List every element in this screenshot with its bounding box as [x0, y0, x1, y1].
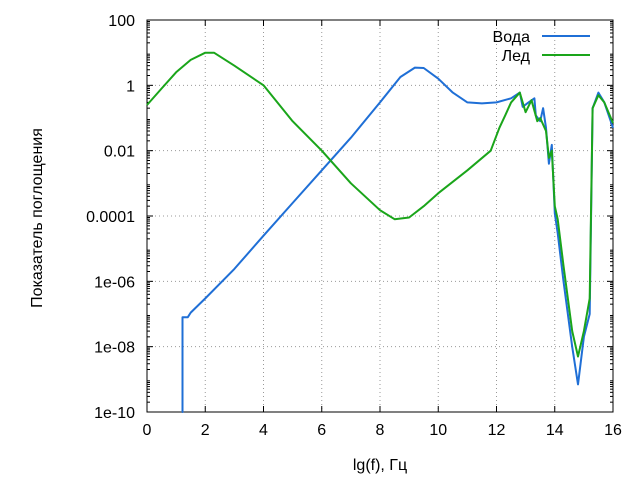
- series-layer: [146, 51, 614, 413]
- x-tick-label: 12: [488, 422, 506, 439]
- x-tick-label: 6: [317, 422, 326, 439]
- legend: Вода Лед: [493, 29, 590, 65]
- x-tick-label: 8: [376, 422, 385, 439]
- series-line-ice: [146, 51, 614, 358]
- x-tick-label: 16: [604, 422, 622, 439]
- x-axis-label: lg(f), Гц: [353, 457, 407, 474]
- y-tick-label: 1e-08: [94, 340, 135, 357]
- y-tick-label: 1e-06: [94, 274, 135, 291]
- series-line-water: [181, 66, 614, 413]
- grid: [147, 20, 613, 412]
- axis-ticks: 0 2 4 6 8 10 12 14 16 1e-10 1e-08 1e-06 0.0001 0.01 1 1…: [86, 13, 622, 439]
- y-axis-label: Показатель поглощения: [29, 128, 46, 308]
- y-tick-label: 0.01: [104, 144, 135, 161]
- y-tick-label: 100: [108, 13, 135, 30]
- x-tick-label: 0: [143, 422, 152, 439]
- y-tick-label: 1e-10: [94, 405, 135, 422]
- y-tick-label: 1: [126, 78, 135, 95]
- legend-label-ice: Лед: [502, 48, 531, 65]
- x-tick-label: 2: [201, 422, 210, 439]
- x-tick-label: 10: [429, 422, 447, 439]
- y-tick-label: 0.0001: [86, 209, 135, 226]
- legend-label-water: Вода: [493, 29, 531, 46]
- x-tick-label: 4: [259, 422, 268, 439]
- x-tick-label: 14: [546, 422, 564, 439]
